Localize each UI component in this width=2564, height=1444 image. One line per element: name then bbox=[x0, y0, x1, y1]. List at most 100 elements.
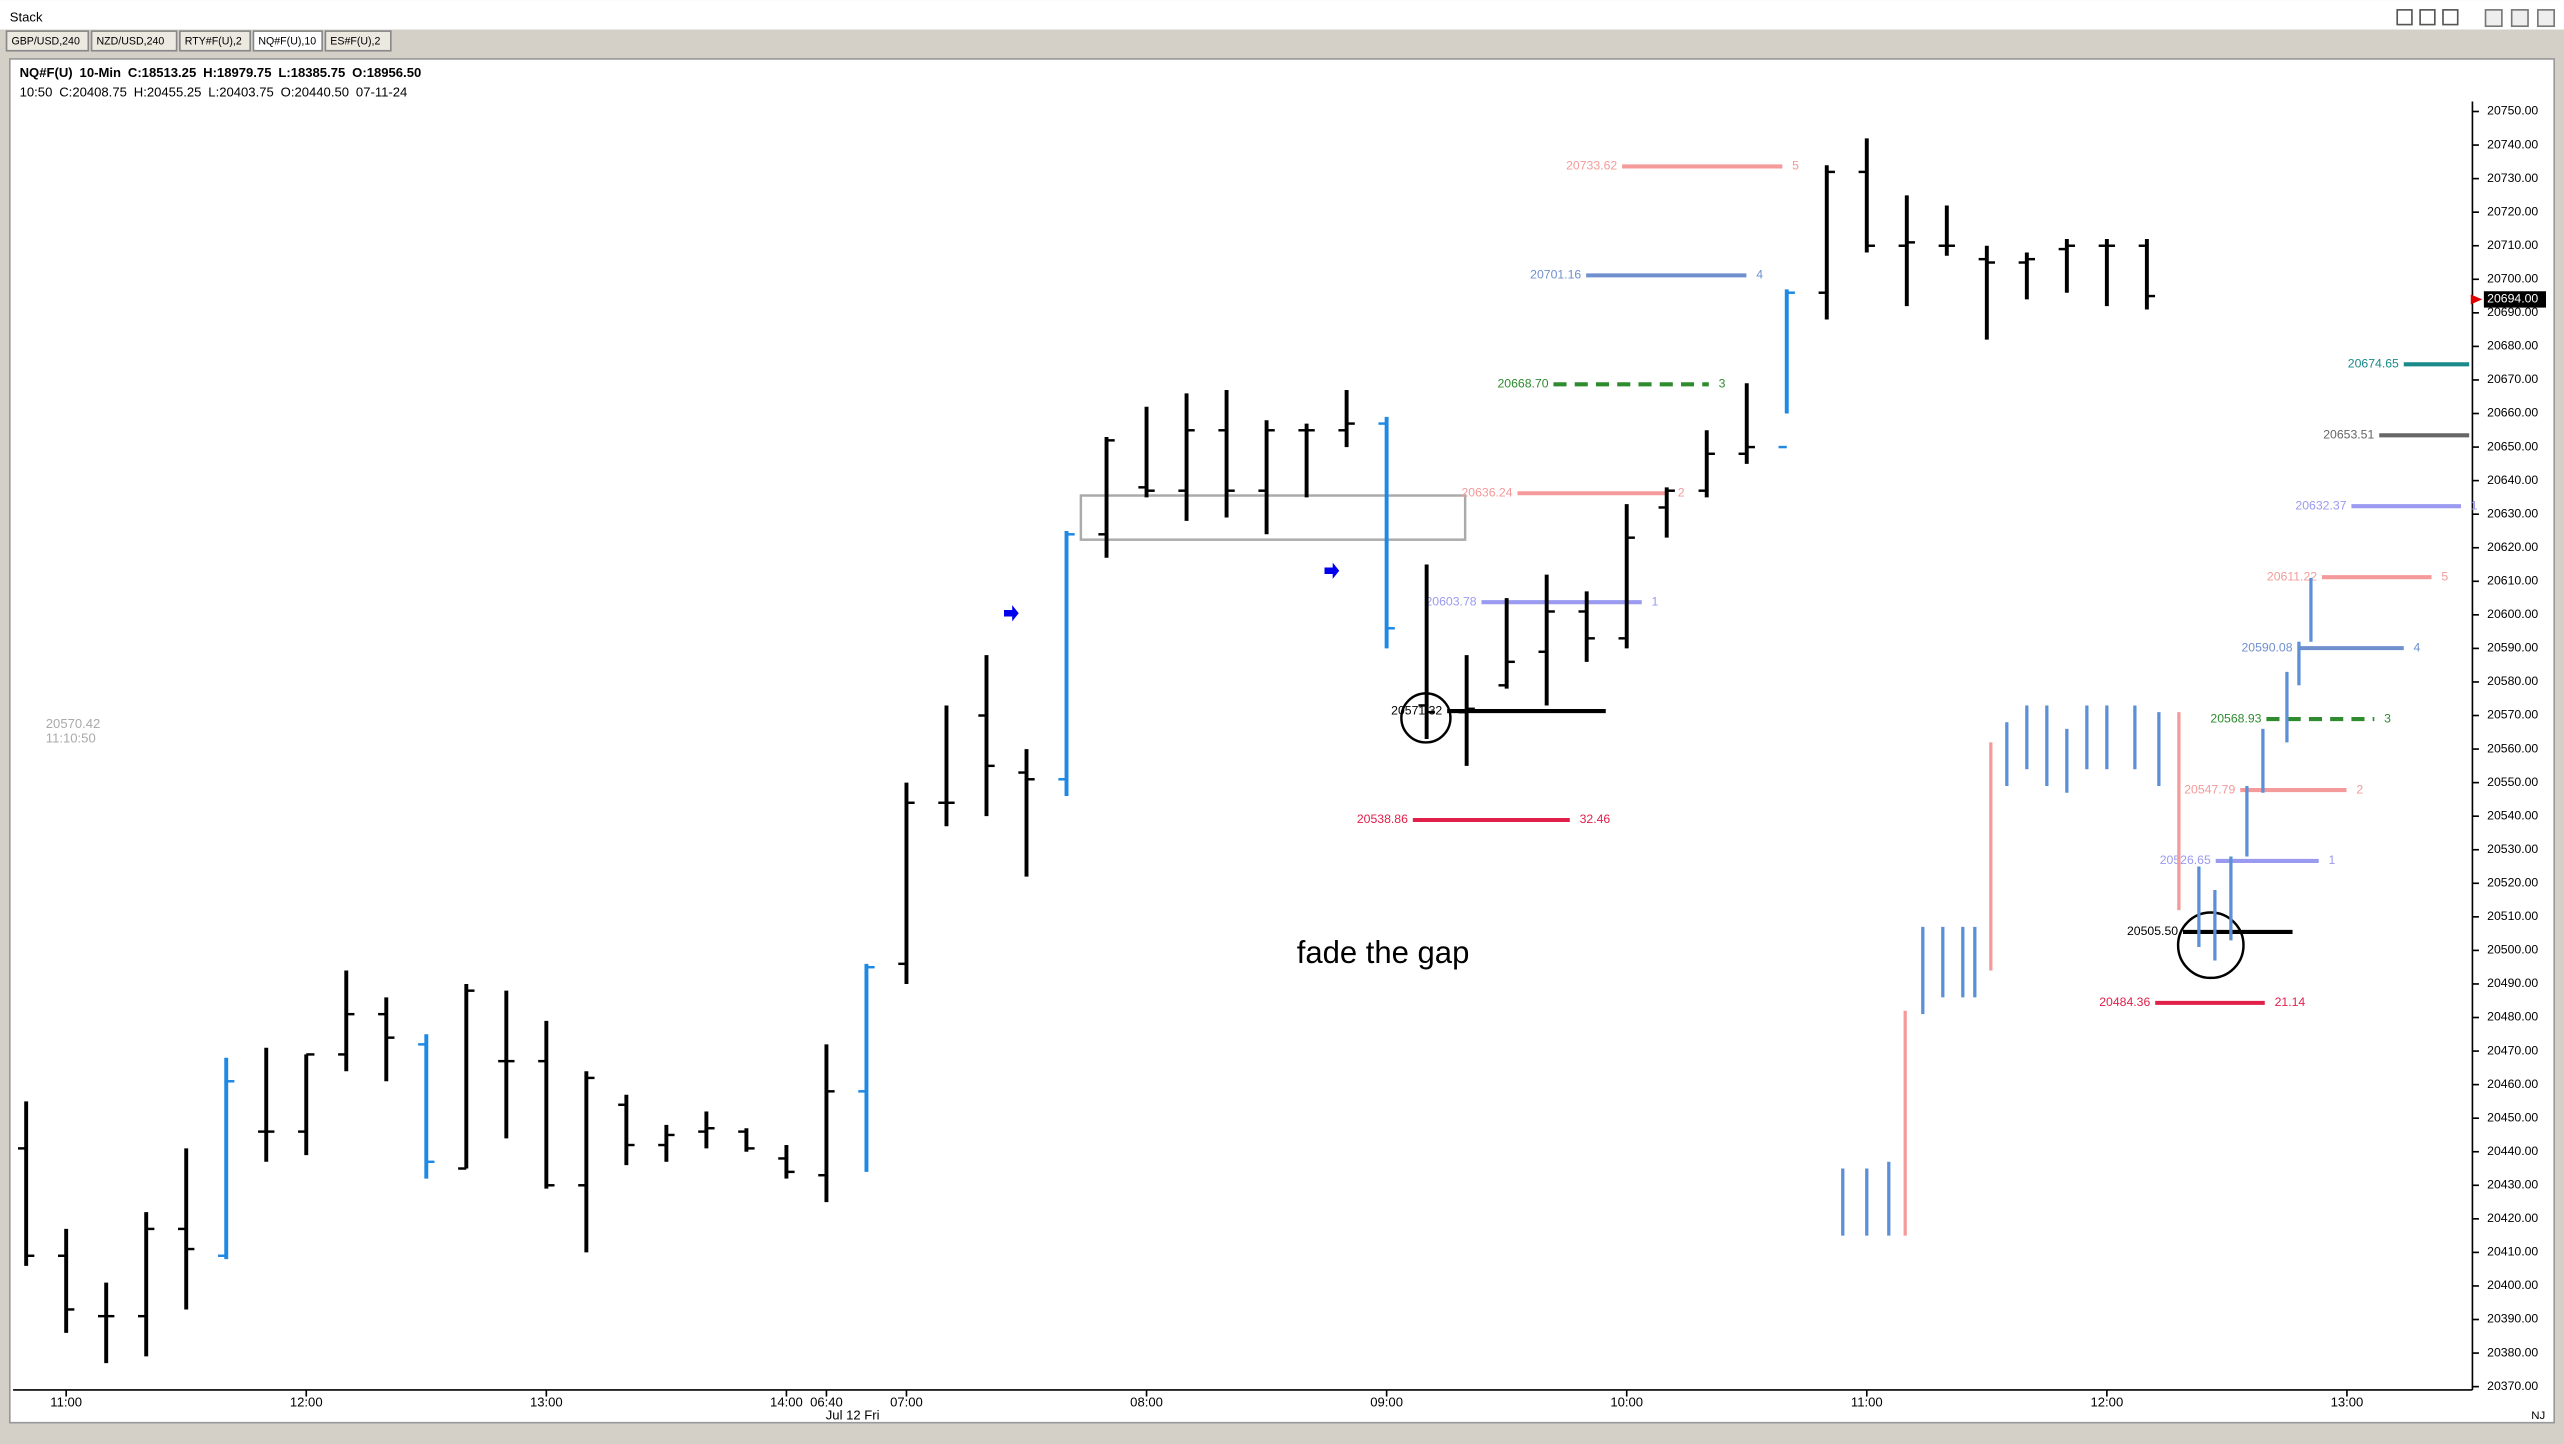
level-label: 20632.37 bbox=[2295, 498, 2346, 512]
level-label: 20526.65 bbox=[2160, 853, 2211, 867]
x-tick-label: 11:00 bbox=[50, 1395, 82, 1410]
tab-label[interactable]: ES#F(U),2 bbox=[330, 36, 380, 48]
chart-panel bbox=[8, 58, 2556, 1424]
y-tick-label: 20410.00 bbox=[2487, 1245, 2538, 1259]
x-tick-label: 06:40 bbox=[810, 1395, 843, 1410]
tab[interactable] bbox=[90, 30, 178, 52]
y-tick-label: 20370.00 bbox=[2487, 1379, 2538, 1393]
control-icon[interactable] bbox=[2419, 9, 2436, 26]
y-tick-label: 20450.00 bbox=[2487, 1110, 2538, 1124]
y-tick-label: 20480.00 bbox=[2487, 1010, 2538, 1024]
bar-info: 10:50 C:20408.75 H:20455.25 L:20403.75 O… bbox=[20, 85, 408, 100]
level-label: 20505.50 bbox=[2127, 924, 2178, 938]
level-label: 20636.24 bbox=[1461, 485, 1512, 499]
y-tick-label: 20630.00 bbox=[2487, 506, 2538, 520]
tab-label[interactable]: NQ#F(U),10 bbox=[258, 36, 316, 48]
y-tick-label: 20560.00 bbox=[2487, 741, 2538, 755]
minimize-button[interactable] bbox=[2484, 9, 2503, 28]
arrow-signal bbox=[1004, 605, 1019, 622]
level-label: 20538.86 bbox=[1357, 812, 1408, 826]
level-count: 4 bbox=[1756, 268, 1763, 282]
level-count: 1 bbox=[1652, 594, 1659, 608]
level-label: 20701.16 bbox=[1530, 268, 1581, 282]
y-tick-label: 20530.00 bbox=[2487, 842, 2538, 856]
chart-header: NQ#F(U) 10-Min C:18513.25 H:18979.75 L:1… bbox=[20, 65, 422, 80]
y-tick-label: 20730.00 bbox=[2487, 171, 2538, 185]
y-tick-label: 20590.00 bbox=[2487, 641, 2538, 655]
y-tick-label: 20640.00 bbox=[2487, 473, 2538, 487]
maximize-button[interactable] bbox=[2510, 9, 2529, 28]
level-label: 20653.51 bbox=[2323, 428, 2374, 442]
y-tick-label: 20430.00 bbox=[2487, 1178, 2538, 1192]
window-controls bbox=[2396, 9, 2556, 28]
level-label: 20571.32 bbox=[1391, 703, 1442, 717]
level-count: 5 bbox=[2441, 569, 2448, 583]
level-label: 20611.22 bbox=[2267, 569, 2317, 583]
y-tick-label: 20390.00 bbox=[2487, 1312, 2538, 1326]
y-tick-label: 20420.00 bbox=[2487, 1211, 2538, 1225]
level-count: 5 bbox=[1792, 159, 1799, 173]
level-count: 2 bbox=[1678, 485, 1685, 499]
y-tick-label: 20570.00 bbox=[2487, 708, 2538, 722]
y-tick-label: 20620.00 bbox=[2487, 540, 2538, 554]
x-tick-label: 11:00 bbox=[1851, 1395, 1883, 1410]
last-price-label: 20694.00 bbox=[2487, 292, 2538, 306]
y-tick-label: 20550.00 bbox=[2487, 775, 2538, 789]
control-icon[interactable] bbox=[2442, 9, 2459, 26]
tab[interactable] bbox=[324, 30, 392, 52]
y-tick-label: 20670.00 bbox=[2487, 372, 2538, 386]
corner-label: NJ bbox=[2531, 1410, 2545, 1422]
level-label: 20733.62 bbox=[1566, 159, 1617, 173]
y-tick-label: 20490.00 bbox=[2487, 976, 2538, 990]
level-count: 1 bbox=[2329, 853, 2336, 867]
y-tick-label: 20460.00 bbox=[2487, 1077, 2538, 1091]
close-button[interactable] bbox=[2537, 9, 2556, 28]
date-label: Jul 12 Fri bbox=[826, 1408, 880, 1423]
y-tick-label: 20400.00 bbox=[2487, 1278, 2538, 1292]
level-label: 20590.08 bbox=[2241, 640, 2292, 654]
tab[interactable] bbox=[5, 30, 90, 52]
level-count: 1 bbox=[2471, 498, 2478, 512]
x-tick-label: 10:00 bbox=[1610, 1395, 1643, 1410]
x-tick-label: 09:00 bbox=[1370, 1395, 1403, 1410]
control-icon[interactable] bbox=[2396, 9, 2413, 26]
y-tick-label: 20740.00 bbox=[2487, 137, 2538, 151]
y-tick-label: 20750.00 bbox=[2487, 104, 2538, 118]
last-price-box bbox=[2483, 291, 2547, 308]
title-bar bbox=[0, 0, 2564, 30]
y-tick-label: 20710.00 bbox=[2487, 238, 2538, 252]
y-tick-label: 20440.00 bbox=[2487, 1144, 2538, 1158]
cursor-price: 20570.42 bbox=[46, 716, 101, 731]
y-tick-label: 20600.00 bbox=[2487, 607, 2538, 621]
level-count: 21.14 bbox=[2275, 995, 2306, 1009]
level-count: 3 bbox=[1719, 377, 1726, 391]
level-label: 20484.36 bbox=[2099, 995, 2150, 1009]
level-count: 3 bbox=[2384, 711, 2391, 725]
y-tick-label: 20470.00 bbox=[2487, 1043, 2538, 1057]
y-tick-label: 20610.00 bbox=[2487, 574, 2538, 588]
y-tick-label: 20540.00 bbox=[2487, 808, 2538, 822]
last-price-arrow bbox=[2470, 294, 2483, 305]
tab[interactable] bbox=[179, 30, 252, 52]
window-title: Stack bbox=[10, 9, 43, 24]
y-tick-label: 20660.00 bbox=[2487, 406, 2538, 420]
y-tick-label: 20700.00 bbox=[2487, 272, 2538, 286]
tab-label[interactable]: RTY#F(U),2 bbox=[185, 36, 242, 48]
level-label: 20668.70 bbox=[1497, 377, 1548, 391]
y-tick-label: 20680.00 bbox=[2487, 339, 2538, 353]
level-count: 4 bbox=[2414, 640, 2421, 654]
level-count: 32.46 bbox=[1580, 812, 1611, 826]
x-tick-label: 13:00 bbox=[530, 1395, 563, 1410]
tab[interactable] bbox=[252, 30, 323, 52]
y-tick-label: 20720.00 bbox=[2487, 204, 2538, 218]
arrow-signal bbox=[1324, 562, 1340, 579]
tab-bar: GBP/USD,240 NZD/USD,240 RTY#F(U),2 NQ#F(U),… bbox=[5, 30, 392, 52]
x-tick-label: 12:00 bbox=[2090, 1395, 2123, 1410]
tab-label[interactable]: NZD/USD,240 bbox=[96, 36, 164, 48]
cursor-time: 11:10:50 bbox=[46, 731, 96, 746]
tab-label[interactable]: GBP/USD,240 bbox=[11, 36, 80, 48]
x-tick-label: 07:00 bbox=[890, 1395, 923, 1410]
y-tick-label: 20500.00 bbox=[2487, 943, 2538, 957]
y-tick-label: 20650.00 bbox=[2487, 439, 2538, 453]
